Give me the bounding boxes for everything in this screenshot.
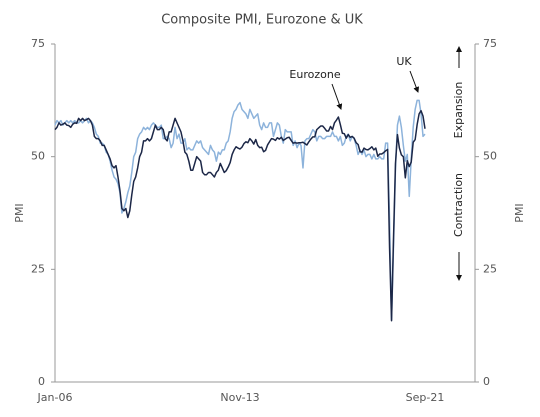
line-series xyxy=(54,109,426,322)
y-tick-label: 75 xyxy=(31,37,45,50)
x-tick-label: Jan-06 xyxy=(37,391,73,404)
chart-title: Composite PMI, Eurozone & UK xyxy=(161,13,363,28)
y2-tick-label: 25 xyxy=(483,262,497,275)
y-axis-title: PMI xyxy=(13,203,26,222)
annotation: Eurozone xyxy=(289,68,340,81)
line-series xyxy=(54,99,426,321)
y-tick-label: 50 xyxy=(31,150,45,163)
annotation-arrow xyxy=(409,70,420,93)
y2-tick-label: 75 xyxy=(483,37,497,50)
annotation-arrow xyxy=(331,83,343,110)
annotation: Contraction xyxy=(452,173,465,237)
annotation: UK xyxy=(396,55,412,68)
x-tick-label: Sep-21 xyxy=(406,391,445,404)
y-tick-label: 25 xyxy=(31,262,45,275)
y-tick-label: 0 xyxy=(38,375,45,388)
y2-tick-label: 0 xyxy=(483,375,490,388)
y2-tick-label: 50 xyxy=(483,150,497,163)
y2-axis-title: PMI xyxy=(513,203,526,222)
x-tick-label: Nov-13 xyxy=(220,391,259,404)
annotation: Expansion xyxy=(452,82,465,139)
